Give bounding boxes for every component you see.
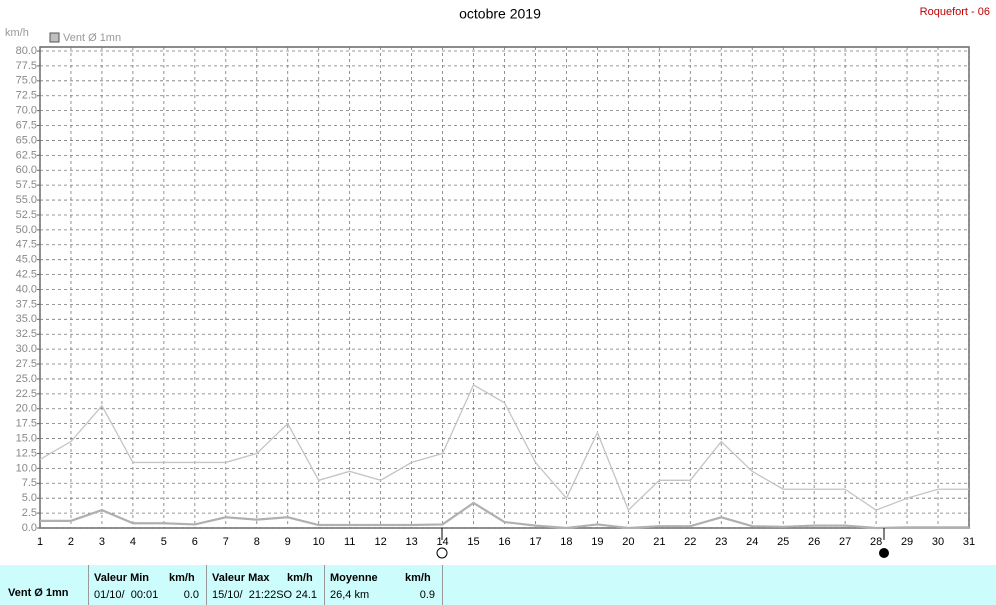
x-tick-label: 16 — [498, 536, 510, 548]
chart-title: octobre 2019 — [459, 6, 541, 22]
x-tick-label: 14 — [436, 536, 448, 548]
x-tick-label: 30 — [932, 536, 944, 548]
y-tick-label: 2.5 — [22, 507, 37, 519]
x-tick-label: 10 — [313, 536, 325, 548]
y-tick-label: 22.5 — [16, 388, 37, 400]
series-line — [40, 501, 969, 530]
x-tick-label: 12 — [375, 536, 387, 548]
x-tick-label: 1 — [37, 536, 43, 548]
x-tick-label: 2 — [68, 536, 74, 548]
x-tick-label: 5 — [161, 536, 167, 548]
y-tick-label: 57.5 — [16, 179, 37, 191]
stats-date: 15/10/ 21:22SO — [212, 589, 293, 601]
y-tick-label: 12.5 — [16, 447, 37, 459]
y-tick-label: 17.5 — [16, 418, 37, 430]
y-tick-label: 32.5 — [16, 328, 37, 340]
y-tick-label: 55.0 — [16, 194, 37, 206]
y-tick-label: 50.0 — [16, 224, 37, 236]
y-tick-label: 45.0 — [16, 254, 37, 266]
x-tick-label: 23 — [715, 536, 727, 548]
x-tick-label: 28 — [870, 536, 882, 548]
x-tick-label: 3 — [99, 536, 105, 548]
legend-swatch — [49, 32, 60, 43]
stats-unit: km/h — [169, 572, 195, 584]
y-tick-label: 47.5 — [16, 239, 37, 251]
y-tick-label: 0.0 — [22, 522, 37, 534]
x-tick-label: 9 — [285, 536, 291, 548]
x-tick-label: 6 — [192, 536, 198, 548]
y-tick-label: 15.0 — [16, 432, 37, 444]
y-tick-label: 40.0 — [16, 283, 37, 295]
x-tick-label: 26 — [808, 536, 820, 548]
y-tick-label: 7.5 — [22, 477, 37, 489]
x-tick-label: 15 — [467, 536, 479, 548]
y-tick-label: 30.0 — [16, 343, 37, 355]
x-tick-label: 22 — [684, 536, 696, 548]
x-tick-label: 13 — [405, 536, 417, 548]
stats-panel: Vent Ø 1mn Valeur Min km/h 01/10/ 00:01 0.0… — [0, 565, 996, 605]
x-tick-label: 7 — [223, 536, 229, 548]
y-tick-label: 27.5 — [16, 358, 37, 370]
series-line — [39, 383, 969, 512]
y-tick-label: 10.0 — [16, 462, 37, 474]
y-tick-label: 25.0 — [16, 373, 37, 385]
y-tick-label: 35.0 — [16, 313, 37, 325]
stats-value: 0.9 — [419, 589, 435, 601]
stats-value: 0.0 — [183, 589, 199, 601]
y-tick-label: 80.0 — [16, 45, 37, 57]
x-tick-label: 21 — [653, 536, 665, 548]
legend-label: Vent Ø 1mn — [63, 32, 121, 44]
stats-title: Valeur Max — [212, 572, 270, 584]
x-tick-label: 20 — [622, 536, 634, 548]
x-tick-label: 8 — [254, 536, 260, 548]
x-tick-label: 17 — [529, 536, 541, 548]
y-tick-label: 37.5 — [16, 298, 37, 310]
y-tick-label: 72.5 — [16, 90, 37, 102]
y-tick-label: 62.5 — [16, 149, 37, 161]
x-tick-label: 27 — [839, 536, 851, 548]
station: Roquefort - 06 — [920, 6, 990, 18]
y-tick-label: 67.5 — [16, 119, 37, 131]
stats-value: 24.1 — [295, 589, 317, 601]
x-tick-label: 19 — [591, 536, 603, 548]
y-tick-label: 70.0 — [16, 105, 37, 117]
stats-title: Valeur Min — [94, 572, 150, 584]
y-unit: km/h — [5, 27, 29, 39]
stats-title: Moyenne — [330, 572, 378, 584]
y-tick-label: 42.5 — [16, 269, 37, 281]
x-tick-label: 29 — [901, 536, 913, 548]
y-tick-label: 75.0 — [16, 75, 37, 87]
x-tick-label: 24 — [746, 536, 758, 548]
x-tick-label: 11 — [344, 536, 355, 548]
y-tick-label: 77.5 — [16, 60, 37, 72]
stats-date: 01/10/ 00:01 — [94, 589, 159, 601]
y-tick-label: 52.5 — [16, 209, 37, 221]
stats-unit: km/h — [405, 572, 431, 584]
x-tick-label: 18 — [560, 536, 572, 548]
y-tick-label: 60.0 — [16, 164, 37, 176]
stats-label: Vent Ø 1mn — [8, 587, 69, 599]
y-tick-label: 20.0 — [16, 403, 37, 415]
stats-unit: km/h — [287, 572, 313, 584]
x-tick-label: 4 — [130, 536, 136, 548]
x-tick-label: 25 — [777, 536, 789, 548]
y-tick-label: 65.0 — [16, 134, 37, 146]
x-tick-label: 31 — [963, 536, 975, 548]
y-tick-label: 5.0 — [22, 492, 37, 504]
moon-icon — [879, 548, 889, 558]
stats-date: 26,4 km — [330, 589, 370, 601]
moon-icon — [436, 547, 448, 559]
chart: octobre 2019 Roquefort - 06 km/h Vent Ø … — [5, 6, 990, 559]
